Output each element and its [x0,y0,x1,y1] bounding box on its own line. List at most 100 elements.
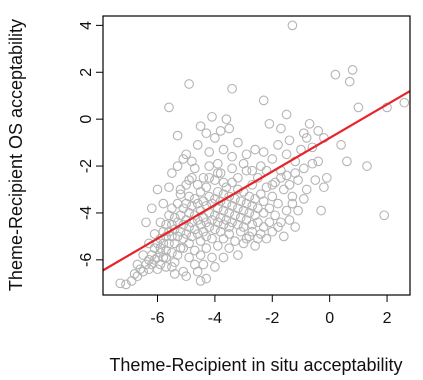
data-point [238,238,249,249]
data-point [195,276,206,286]
data-point [227,201,237,211]
data-point [218,219,229,230]
data-point [141,217,151,228]
data-point [172,250,183,260]
y-tick-label: -4 [78,206,95,220]
data-point [241,233,252,244]
data-point [399,97,410,108]
data-point [301,184,312,195]
data-point [255,189,266,200]
data-point [172,161,183,171]
data-point [144,238,154,249]
data-point [172,198,183,209]
data-point [273,198,283,209]
scatter-points [115,20,410,290]
data-point [201,231,212,242]
data-point [210,210,220,221]
data-point [138,266,149,277]
data-point [244,191,255,202]
data-point [244,231,255,242]
data-point [187,156,197,167]
data-point [121,279,131,290]
data-point [298,128,309,139]
data-point [201,217,212,228]
data-point [201,243,212,253]
data-point [212,240,223,251]
data-point [230,194,240,204]
y-axis-ticks: -6 -4 -2 0 2 4 [78,21,103,267]
data-point [207,233,217,244]
data-point [207,111,217,122]
data-point [227,177,237,188]
data-point [212,186,223,197]
data-point [164,238,174,249]
data-point [330,69,341,80]
data-point [210,133,220,143]
data-point [238,158,249,169]
data-point [267,179,278,190]
data-point [175,184,186,195]
data-point [161,262,171,272]
x-axis-ticks: -6 -4 -2 0 2 [150,295,392,327]
data-point [241,165,252,176]
data-point [342,156,352,167]
data-point [304,118,315,129]
data-point [281,149,292,160]
data-point [250,194,260,204]
data-point [169,269,180,279]
data-point [281,170,292,181]
data-point [198,226,209,237]
data-point [169,238,180,249]
data-point [187,231,197,242]
data-point [267,154,278,164]
data-point [204,172,215,183]
data-point [227,217,237,228]
data-point [215,126,226,136]
data-point [281,205,292,216]
data-point [258,222,269,232]
data-point [267,191,278,202]
data-point [247,219,258,230]
data-point [187,172,197,183]
y-tick-label: -6 [78,253,95,267]
data-point [227,151,237,162]
x-tick-label: -4 [208,310,222,327]
data-point [210,262,220,272]
data-point [293,205,303,216]
data-point [379,210,390,221]
data-point [233,219,243,230]
data-point [187,201,197,211]
data-point [218,144,229,155]
data-point [175,243,186,253]
data-point [184,208,194,218]
data-point [126,276,137,286]
data-point [192,179,203,190]
data-point [218,177,229,188]
data-point [181,271,192,282]
data-point [235,212,246,223]
data-point [167,231,177,242]
data-point [192,198,203,209]
x-tick-label: 0 [325,310,334,327]
data-point [178,243,189,253]
data-point [273,222,283,232]
data-point [287,20,298,31]
data-point [212,217,223,228]
plot-frame [102,15,411,296]
data-point [155,243,166,253]
y-tick-label: -2 [78,159,95,173]
data-point [224,222,235,232]
data-point [250,144,260,155]
data-point [307,142,318,153]
data-point [227,163,237,174]
data-point [189,163,200,174]
y-tick-label: 4 [78,21,95,30]
data-point [201,182,212,193]
data-point [316,205,326,216]
data-point [172,130,183,141]
data-point [264,118,275,129]
data-point [198,172,209,183]
data-point [204,147,215,157]
y-tick-label: 0 [78,115,95,124]
data-point [233,172,243,183]
